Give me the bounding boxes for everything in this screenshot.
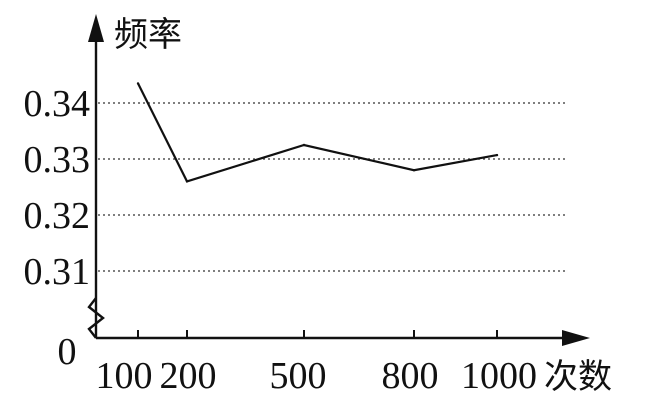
data-point	[185, 180, 189, 183]
y-tick-label: 0.32	[24, 195, 91, 237]
y-axis-title: 频率	[114, 15, 182, 55]
x-tick-labels: 100 200 500 800 1000	[96, 355, 538, 397]
x-tick-label: 800	[382, 355, 439, 397]
series-layer	[136, 82, 499, 183]
data-point	[136, 82, 140, 85]
data-point	[495, 153, 499, 157]
x-tick-marks	[137, 330, 498, 338]
x-tick-label: 200	[160, 355, 217, 397]
origin-label: 0	[58, 331, 77, 373]
y-tick-label: 0.33	[24, 139, 91, 181]
x-tick-label: 100	[96, 355, 153, 397]
grid-lines	[98, 102, 568, 272]
y-tick-label: 0.34	[24, 83, 91, 125]
data-point	[412, 169, 416, 172]
x-axis-arrow	[562, 330, 590, 346]
x-tick-label: 1000	[461, 355, 537, 397]
data-point	[302, 143, 306, 147]
y-tick-label: 0.31	[24, 251, 91, 293]
x-axis-title: 次数	[544, 357, 612, 397]
y-tick-labels: 0.31 0.32 0.33 0.34	[24, 83, 91, 293]
x-tick-label: 500	[270, 355, 327, 397]
series-line	[137, 82, 498, 183]
y-axis-break-icon	[87, 297, 105, 339]
y-axis-arrow	[88, 14, 104, 42]
